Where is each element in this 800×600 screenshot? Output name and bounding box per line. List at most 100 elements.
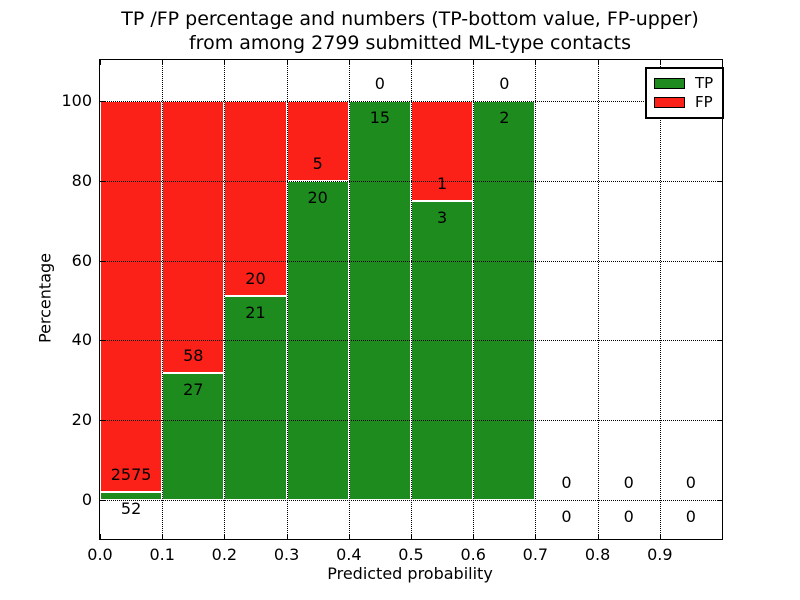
y-tick-label: 60 <box>71 250 92 270</box>
x-tick-label: 0.8 <box>584 545 611 564</box>
v-gridline <box>411 60 412 539</box>
chart-title: TP /FP percentage and numbers (TP-bottom… <box>20 7 800 55</box>
y-tick-mark <box>717 260 722 262</box>
x-tick-label: 0.6 <box>460 545 486 564</box>
legend-label-fp: FP <box>695 93 713 111</box>
x-axis-label: Predicted probability <box>327 564 493 583</box>
tp-bar-segment <box>100 492 163 500</box>
v-gridline <box>473 60 475 539</box>
chart-title-line2: from among 2799 submitted ML-type contac… <box>188 32 632 54</box>
x-tick-mark <box>722 60 723 65</box>
fp-count-label: 0 <box>374 74 385 93</box>
x-tick-mark <box>722 534 723 539</box>
y-tick-mark <box>100 180 105 182</box>
v-gridline <box>224 60 226 539</box>
fp-count-label: 1 <box>437 173 448 193</box>
x-tick-mark <box>659 60 661 65</box>
legend: TP FP <box>645 67 725 119</box>
x-tick-mark <box>411 534 412 539</box>
y-tick-label: 0 <box>81 490 92 509</box>
tp-color-swatch <box>654 78 685 89</box>
x-tick-mark <box>100 534 101 539</box>
plot-area: 2575 52 58 27 20 21 5 20 0 15 1 3 0 2 0 0 0 0 0 0 0.0 0.1 0.2 0… <box>61 59 725 564</box>
chart-title-line1: TP /FP percentage and numbers (TP-bottom… <box>121 8 699 30</box>
tp-count-label: 20 <box>307 187 328 207</box>
y-tick-label: 80 <box>71 170 92 190</box>
y-tick-mark <box>100 500 105 501</box>
y-tick-mark <box>717 340 722 342</box>
x-tick-mark <box>535 534 537 539</box>
x-tick-label: 0.5 <box>398 545 424 564</box>
fp-count-label: 0 <box>623 473 634 492</box>
fp-count-label: 0 <box>685 473 696 492</box>
y-tick-mark <box>717 500 722 501</box>
y-axis-label: Percentage <box>35 252 55 344</box>
x-tick-mark <box>597 60 599 65</box>
x-tick-mark <box>100 60 101 65</box>
legend-item-fp: FP <box>654 93 713 112</box>
tp-count-label: 52 <box>120 499 142 519</box>
tp-count-label: 2 <box>499 108 510 127</box>
x-tick-mark <box>286 60 288 65</box>
tp-count-label: 0 <box>623 507 634 526</box>
fp-count-label: 58 <box>183 346 204 366</box>
v-gridline <box>348 60 350 539</box>
y-tick-mark <box>717 420 722 422</box>
fp-bar-segment <box>411 101 474 201</box>
x-tick-mark <box>224 534 226 539</box>
legend-label-tp: TP <box>695 74 714 92</box>
tp-count-label: 21 <box>245 302 266 322</box>
x-tick-label: 0.4 <box>336 545 362 564</box>
tp-count-label: 27 <box>183 380 204 400</box>
y-tick-mark <box>100 260 105 262</box>
y-tick-label: 20 <box>71 410 92 430</box>
x-tick-label: 0.9 <box>647 545 673 564</box>
tp-bar-segment <box>348 101 411 500</box>
x-tick-mark <box>162 534 164 539</box>
tp-count-label: 0 <box>685 507 696 526</box>
x-tick-label: 0.2 <box>211 545 238 564</box>
legend-item-tp: TP <box>654 74 713 93</box>
x-tick-mark <box>535 60 537 65</box>
tp-count-label: 3 <box>437 207 448 227</box>
fp-count-label: 20 <box>245 268 266 288</box>
x-tick-mark <box>348 60 350 65</box>
fp-bar-segment <box>162 101 225 374</box>
v-gridline <box>659 60 661 539</box>
x-tick-mark <box>659 534 661 539</box>
y-tick-label: 100 <box>61 91 92 110</box>
x-tick-mark <box>473 60 475 65</box>
x-tick-label: 0.1 <box>149 545 175 564</box>
x-tick-label: 0.7 <box>522 545 549 564</box>
tp-count-label: 0 <box>561 507 572 526</box>
v-gridline <box>535 60 537 539</box>
y-tick-label: 40 <box>71 330 92 350</box>
v-gridline <box>286 60 288 539</box>
v-gridline <box>162 60 164 539</box>
fp-count-label: 2575 <box>110 465 152 485</box>
fp-count-label: 5 <box>312 153 323 173</box>
fp-count-label: 0 <box>499 74 510 93</box>
fp-count-label: 0 <box>561 473 572 492</box>
x-tick-mark <box>473 534 475 539</box>
fp-bar-segment <box>224 101 287 296</box>
y-tick-mark <box>100 101 105 102</box>
x-tick-label: 0.3 <box>273 545 300 564</box>
tp-bar-segment <box>473 101 536 500</box>
y-tick-mark <box>100 420 105 422</box>
x-tick-mark <box>348 534 350 539</box>
tp-bar-segment <box>411 200 474 500</box>
tp-count-label: 15 <box>369 108 391 127</box>
x-tick-mark <box>224 60 226 65</box>
plot-canvas: 2575 52 58 27 20 21 5 20 0 15 1 3 0 2 0 0 0 0 0 0 0.0 0.1 0.2 0… <box>61 60 723 564</box>
tp-bar-segment <box>224 295 287 500</box>
v-gridline <box>597 60 599 539</box>
x-tick-mark <box>286 534 288 539</box>
x-tick-mark <box>411 60 412 65</box>
tp-bar-segment <box>162 373 225 500</box>
y-tick-mark <box>100 340 105 342</box>
x-tick-mark <box>162 60 164 65</box>
x-tick-label: 0.0 <box>87 545 113 564</box>
fp-color-swatch <box>654 97 685 108</box>
